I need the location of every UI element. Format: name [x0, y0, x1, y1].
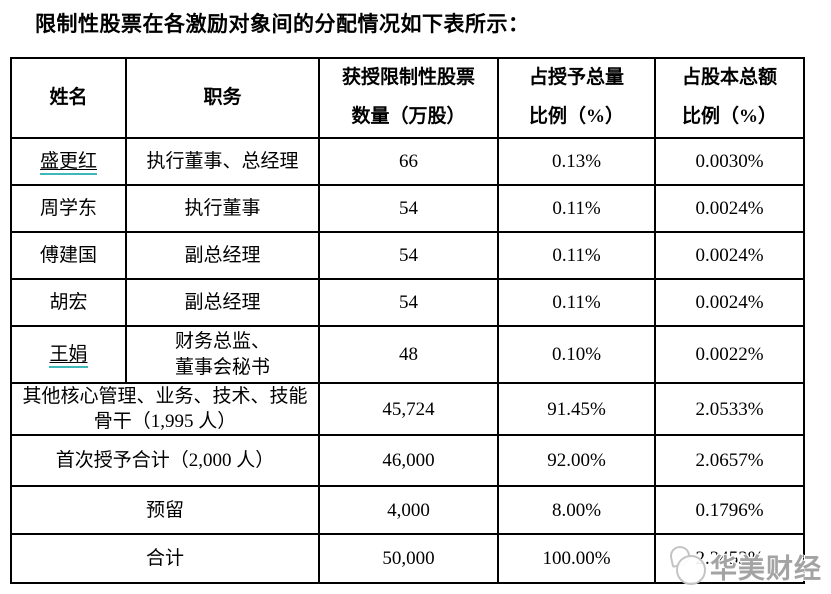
name-text: 胡宏 [49, 291, 88, 313]
row-label-cell: 预留 [10, 485, 320, 536]
quantity-cell: 45,724 [318, 381, 499, 437]
name-cell: 盛更红 [10, 137, 127, 186]
table-row: 傅建国 副总经理 54 0.11% 0.0024% [10, 231, 805, 280]
name-cell: 傅建国 [10, 231, 127, 280]
name-text: 周学东 [39, 197, 97, 219]
capital-ratio-cell: 0.1796% [654, 485, 805, 536]
table-row: 胡宏 副总经理 54 0.11% 0.0024% [10, 278, 805, 327]
position-cell: 副总经理 [125, 278, 320, 327]
capital-ratio-cell: 0.0024% [654, 278, 805, 327]
name-link[interactable]: 盛更红 [39, 150, 97, 175]
name-cell: 胡宏 [10, 278, 127, 327]
name-link[interactable]: 王娟 [49, 343, 88, 368]
position-cell: 财务总监、 董事会秘书 [125, 325, 320, 384]
row-label-cell: 合计 [10, 533, 320, 585]
grant-ratio-cell: 0.11% [497, 231, 656, 280]
capital-ratio-cell: 0.0024% [654, 184, 805, 233]
header-row: 姓名 职务 获授限制性股票 数量（万股） 占授予总量 比例（%） 占股本总额 比… [10, 57, 805, 139]
grant-ratio-cell: 8.00% [497, 485, 656, 536]
grant-ratio-cell: 0.10% [497, 325, 656, 384]
capital-ratio-cell: 0.0024% [654, 231, 805, 280]
name-cell: 周学东 [10, 184, 127, 233]
column-header-name: 姓名 [10, 57, 127, 139]
column-header-capital-ratio: 占股本总额 比例（%） [654, 57, 805, 139]
page-title: 限制性股票在各激励对象间的分配情况如下表所示： [35, 12, 530, 36]
table-row: 首次授予合计（2,000 人） 46,000 92.00% 2.0657% [10, 434, 805, 488]
column-header-quantity: 获授限制性股票 数量（万股） [318, 57, 499, 139]
quantity-cell: 54 [318, 184, 499, 233]
quantity-cell: 54 [318, 231, 499, 280]
table-row: 王娟 财务总监、 董事会秘书 48 0.10% 0.0022% [10, 325, 805, 384]
capital-ratio-cell: 2.0657% [654, 434, 805, 488]
column-header-position: 职务 [125, 57, 320, 139]
capital-ratio-cell: 0.0022% [654, 325, 805, 384]
table-row: 周学东 执行董事 54 0.11% 0.0024% [10, 184, 805, 233]
row-label-cell: 其他核心管理、业务、技术、技能 骨干（1,995 人） [10, 381, 320, 437]
row-label-cell: 首次授予合计（2,000 人） [10, 434, 320, 488]
grant-ratio-cell: 100.00% [497, 533, 656, 585]
quantity-cell: 48 [318, 325, 499, 384]
position-cell: 执行董事、总经理 [125, 137, 320, 186]
grant-ratio-cell: 0.11% [497, 184, 656, 233]
position-cell: 副总经理 [125, 231, 320, 280]
capital-ratio-cell: 0.0030% [654, 137, 805, 186]
position-cell: 执行董事 [125, 184, 320, 233]
table-row: 合计 50,000 100.00% 2.2453% [10, 533, 805, 585]
name-cell: 王娟 [10, 325, 127, 384]
allocation-table: 姓名 职务 获授限制性股票 数量（万股） 占授予总量 比例（%） 占股本总额 比… [10, 57, 805, 585]
column-header-grant-ratio: 占授予总量 比例（%） [497, 57, 656, 139]
capital-ratio-cell: 2.2453% [654, 533, 805, 585]
quantity-cell: 50,000 [318, 533, 499, 585]
table-row: 盛更红 执行董事、总经理 66 0.13% 0.0030% [10, 137, 805, 186]
quantity-cell: 54 [318, 278, 499, 327]
table-row: 其他核心管理、业务、技术、技能 骨干（1,995 人） 45,724 91.45% 2… [10, 381, 805, 437]
name-text: 傅建国 [39, 244, 97, 266]
grant-ratio-cell: 92.00% [497, 434, 656, 488]
grant-ratio-cell: 0.11% [497, 278, 656, 327]
quantity-cell: 4,000 [318, 485, 499, 536]
grant-ratio-cell: 0.13% [497, 137, 656, 186]
quantity-cell: 46,000 [318, 434, 499, 488]
table-row: 预留 4,000 8.00% 0.1796% [10, 485, 805, 536]
capital-ratio-cell: 2.0533% [654, 381, 805, 437]
quantity-cell: 66 [318, 137, 499, 186]
grant-ratio-cell: 91.45% [497, 381, 656, 437]
